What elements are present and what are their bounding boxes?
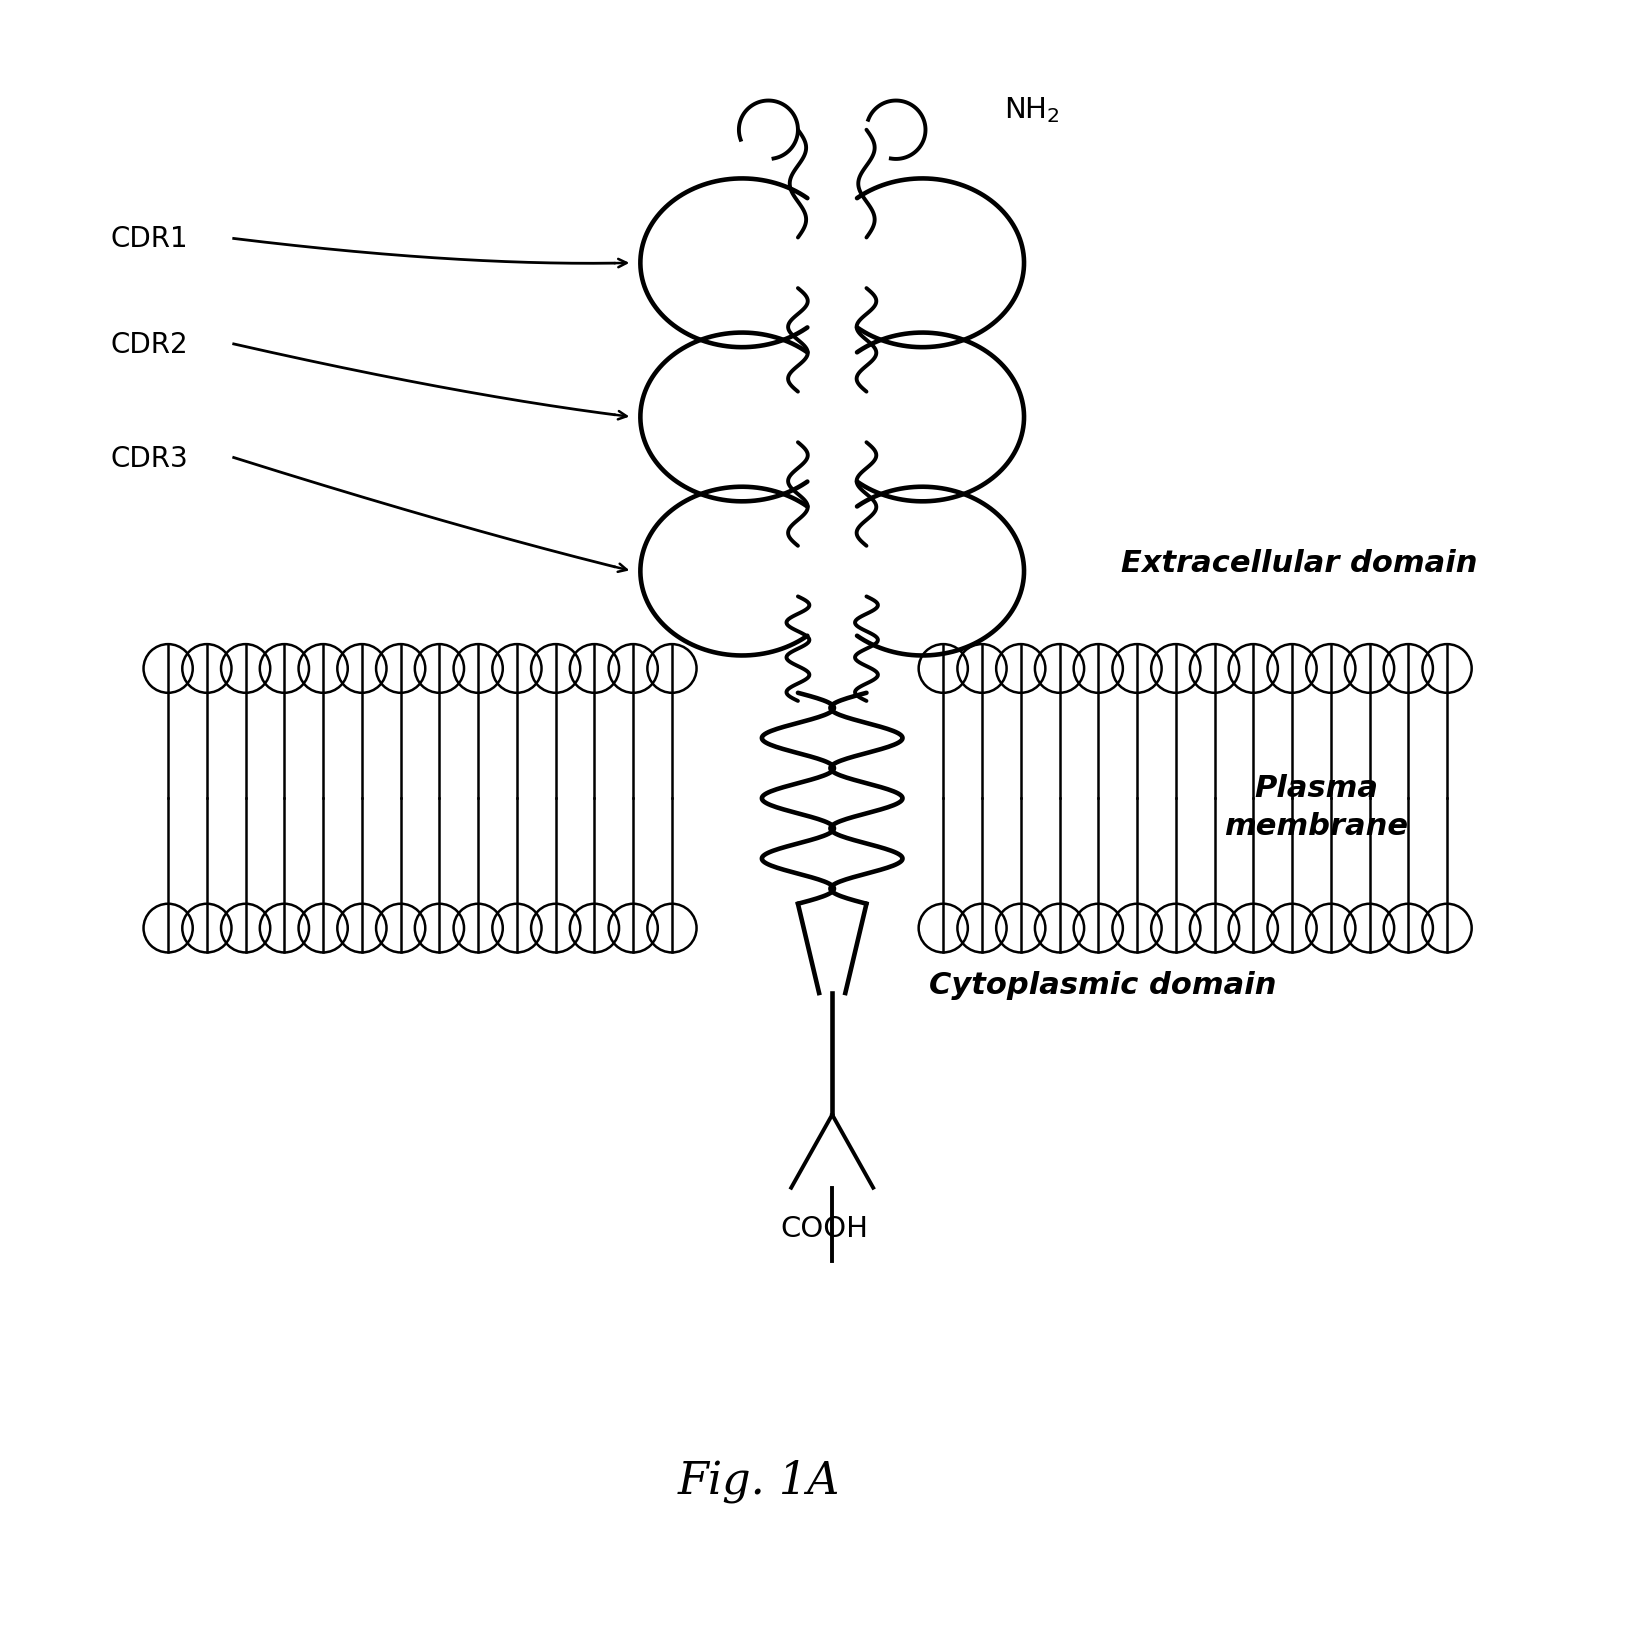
Text: NH$_2$: NH$_2$ xyxy=(1004,95,1060,124)
Text: Fig. 1A: Fig. 1A xyxy=(677,1459,839,1501)
Text: Extracellular domain: Extracellular domain xyxy=(1121,549,1478,579)
Text: COOH: COOH xyxy=(780,1214,868,1242)
Text: CDR3: CDR3 xyxy=(110,445,188,473)
Text: CDR1: CDR1 xyxy=(110,225,188,253)
Text: Cytoplasmic domain: Cytoplasmic domain xyxy=(929,971,1277,999)
Text: Plasma
membrane: Plasma membrane xyxy=(1224,773,1407,841)
Text: CDR2: CDR2 xyxy=(110,331,188,359)
